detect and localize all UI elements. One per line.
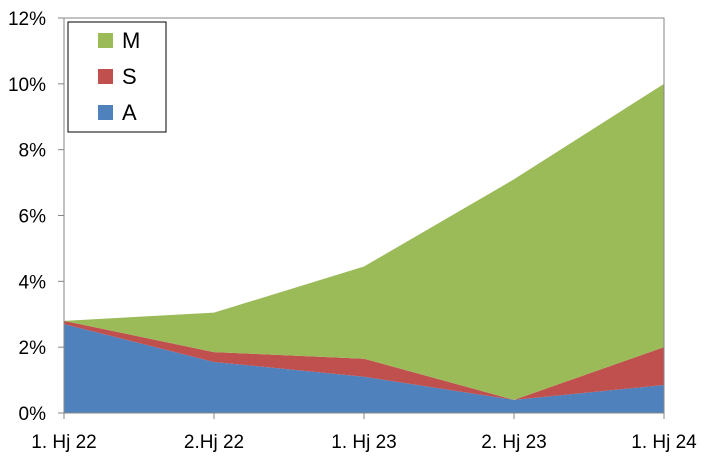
legend-box: [67, 21, 167, 133]
y-tick-label: 2%: [19, 338, 47, 359]
legend-swatch-m: [98, 33, 113, 48]
x-tick-label: 2. Hj 23: [481, 432, 546, 453]
y-tick-label: 12%: [8, 9, 46, 30]
y-tick-label: 4%: [19, 272, 47, 293]
x-tick-label: 1. Hj 23: [331, 432, 396, 453]
legend-label-m: M: [122, 28, 140, 53]
y-tick-label: 10%: [8, 75, 46, 96]
x-tick-label: 1. Hj 22: [31, 432, 96, 453]
legend-label-s: S: [122, 64, 137, 89]
y-axis: 0% 2% 4% 6% 8% 10% 12%: [8, 9, 65, 425]
area-series-a: [64, 324, 664, 413]
y-tick-label: 6%: [19, 207, 47, 228]
y-tick-label: 0%: [19, 404, 47, 425]
legend-label-a: A: [122, 100, 137, 125]
x-axis: 1. Hj 22 2.Hj 22 1. Hj 23 2. Hj 23 1. Hj 24: [31, 412, 697, 453]
y-tick-label: 8%: [19, 141, 47, 162]
x-tick-label: 2.Hj 22: [184, 432, 244, 453]
area-series-m: [64, 83, 664, 400]
legend-swatch-a: [98, 105, 113, 120]
area-series-s: [64, 320, 664, 400]
x-tick-label: 1. Hj 24: [631, 432, 697, 453]
legend: MSA: [67, 21, 167, 133]
legend-swatch-s: [98, 69, 113, 84]
area-series-group: [64, 83, 664, 413]
